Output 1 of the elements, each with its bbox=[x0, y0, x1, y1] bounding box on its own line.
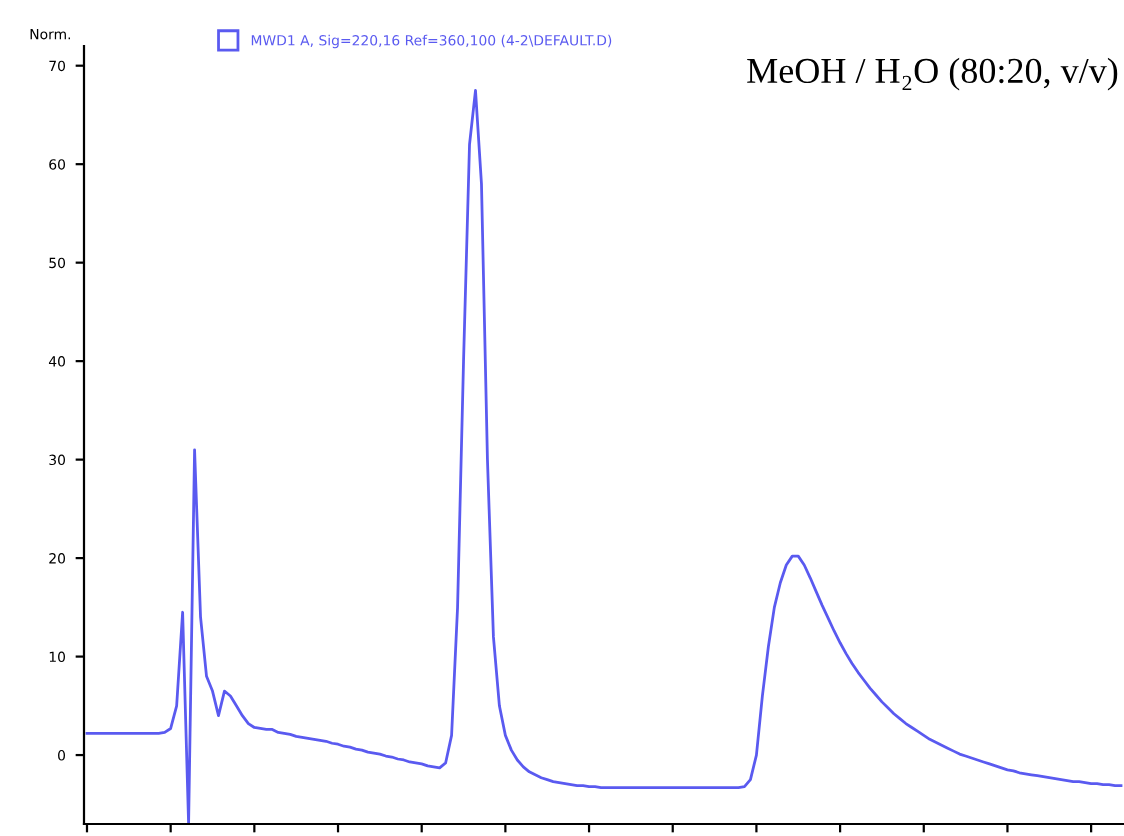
annotation: MeOH / H₂O (80:20, v/v) bbox=[747, 57, 1118, 91]
